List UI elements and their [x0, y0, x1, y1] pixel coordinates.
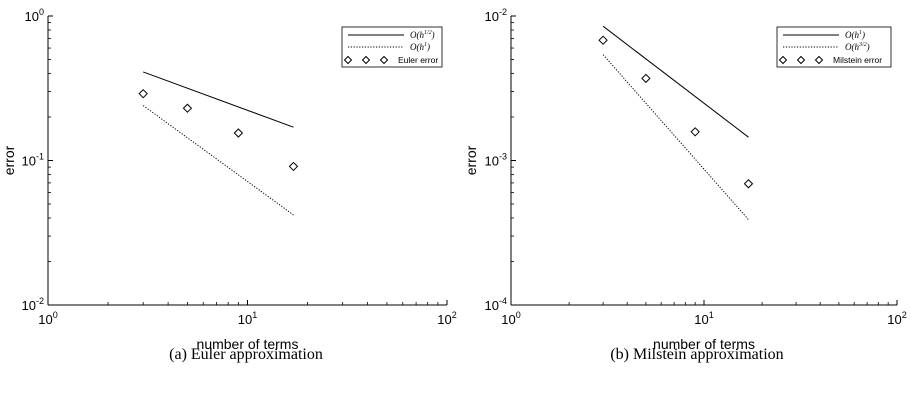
legend-label: Euler error [398, 55, 438, 65]
solid-reference-line [143, 71, 294, 128]
y-axis-label: error [1, 145, 17, 175]
y-tick-label: 100 [25, 7, 44, 24]
legend-marker [778, 55, 788, 65]
panel-1: 100 101 102 10-2 10-1 100 number of terms error… [1, 7, 457, 363]
legend-marker [379, 55, 389, 65]
x-tick-label: 101 [238, 310, 257, 327]
solid-reference-line [602, 25, 749, 138]
x-tick-label: 102 [887, 310, 906, 327]
dotted-reference-line [602, 54, 749, 220]
y-tick-label: 10-2 [485, 7, 507, 24]
x-tick-label: 101 [694, 310, 713, 327]
legend-label: O(h1) [410, 42, 430, 52]
data-point [233, 128, 244, 138]
y-tick-label: 10-3 [485, 152, 507, 169]
data-point [138, 88, 148, 99]
legend: O(h1) O(h3/2) Milstein error [776, 26, 892, 68]
data-point [598, 35, 608, 45]
data-point [182, 103, 193, 113]
panel-2: 100 101 102 10-4 10-3 10-2 number of terms erro… [463, 7, 907, 363]
legend-label: O(h1) [845, 30, 865, 40]
legend-label: Milstein error [833, 55, 882, 65]
dotted-reference-line [142, 105, 294, 216]
data-point [288, 161, 299, 172]
legend-marker [343, 55, 353, 65]
y-tick-label: 10-4 [485, 296, 507, 313]
y-axis-label: error [463, 145, 479, 175]
y-tick-label: 10-2 [22, 296, 44, 313]
data-point [743, 179, 754, 189]
legend-marker [361, 55, 371, 65]
chart-caption: (a) Euler approximation [169, 346, 323, 363]
legend: O(h1/2) O(h1) Euler error [341, 26, 443, 68]
x-axis-label: number of terms [197, 336, 299, 352]
legend-marker [796, 55, 806, 65]
x-tick-label: 100 [38, 310, 57, 327]
legend-marker [814, 55, 824, 65]
legend-label: O(h3/2) [845, 42, 870, 52]
chart-caption: (b) Milstein approximation [610, 346, 783, 363]
legend-label: O(h1/2) [410, 30, 435, 40]
legend-box [341, 26, 443, 68]
data-point [641, 73, 651, 84]
x-tick-label: 102 [437, 310, 456, 327]
data-point [690, 127, 700, 137]
x-tick-label: 100 [501, 310, 520, 327]
y-tick-label: 10-1 [22, 152, 44, 169]
x-axis-label: number of terms [653, 336, 755, 352]
